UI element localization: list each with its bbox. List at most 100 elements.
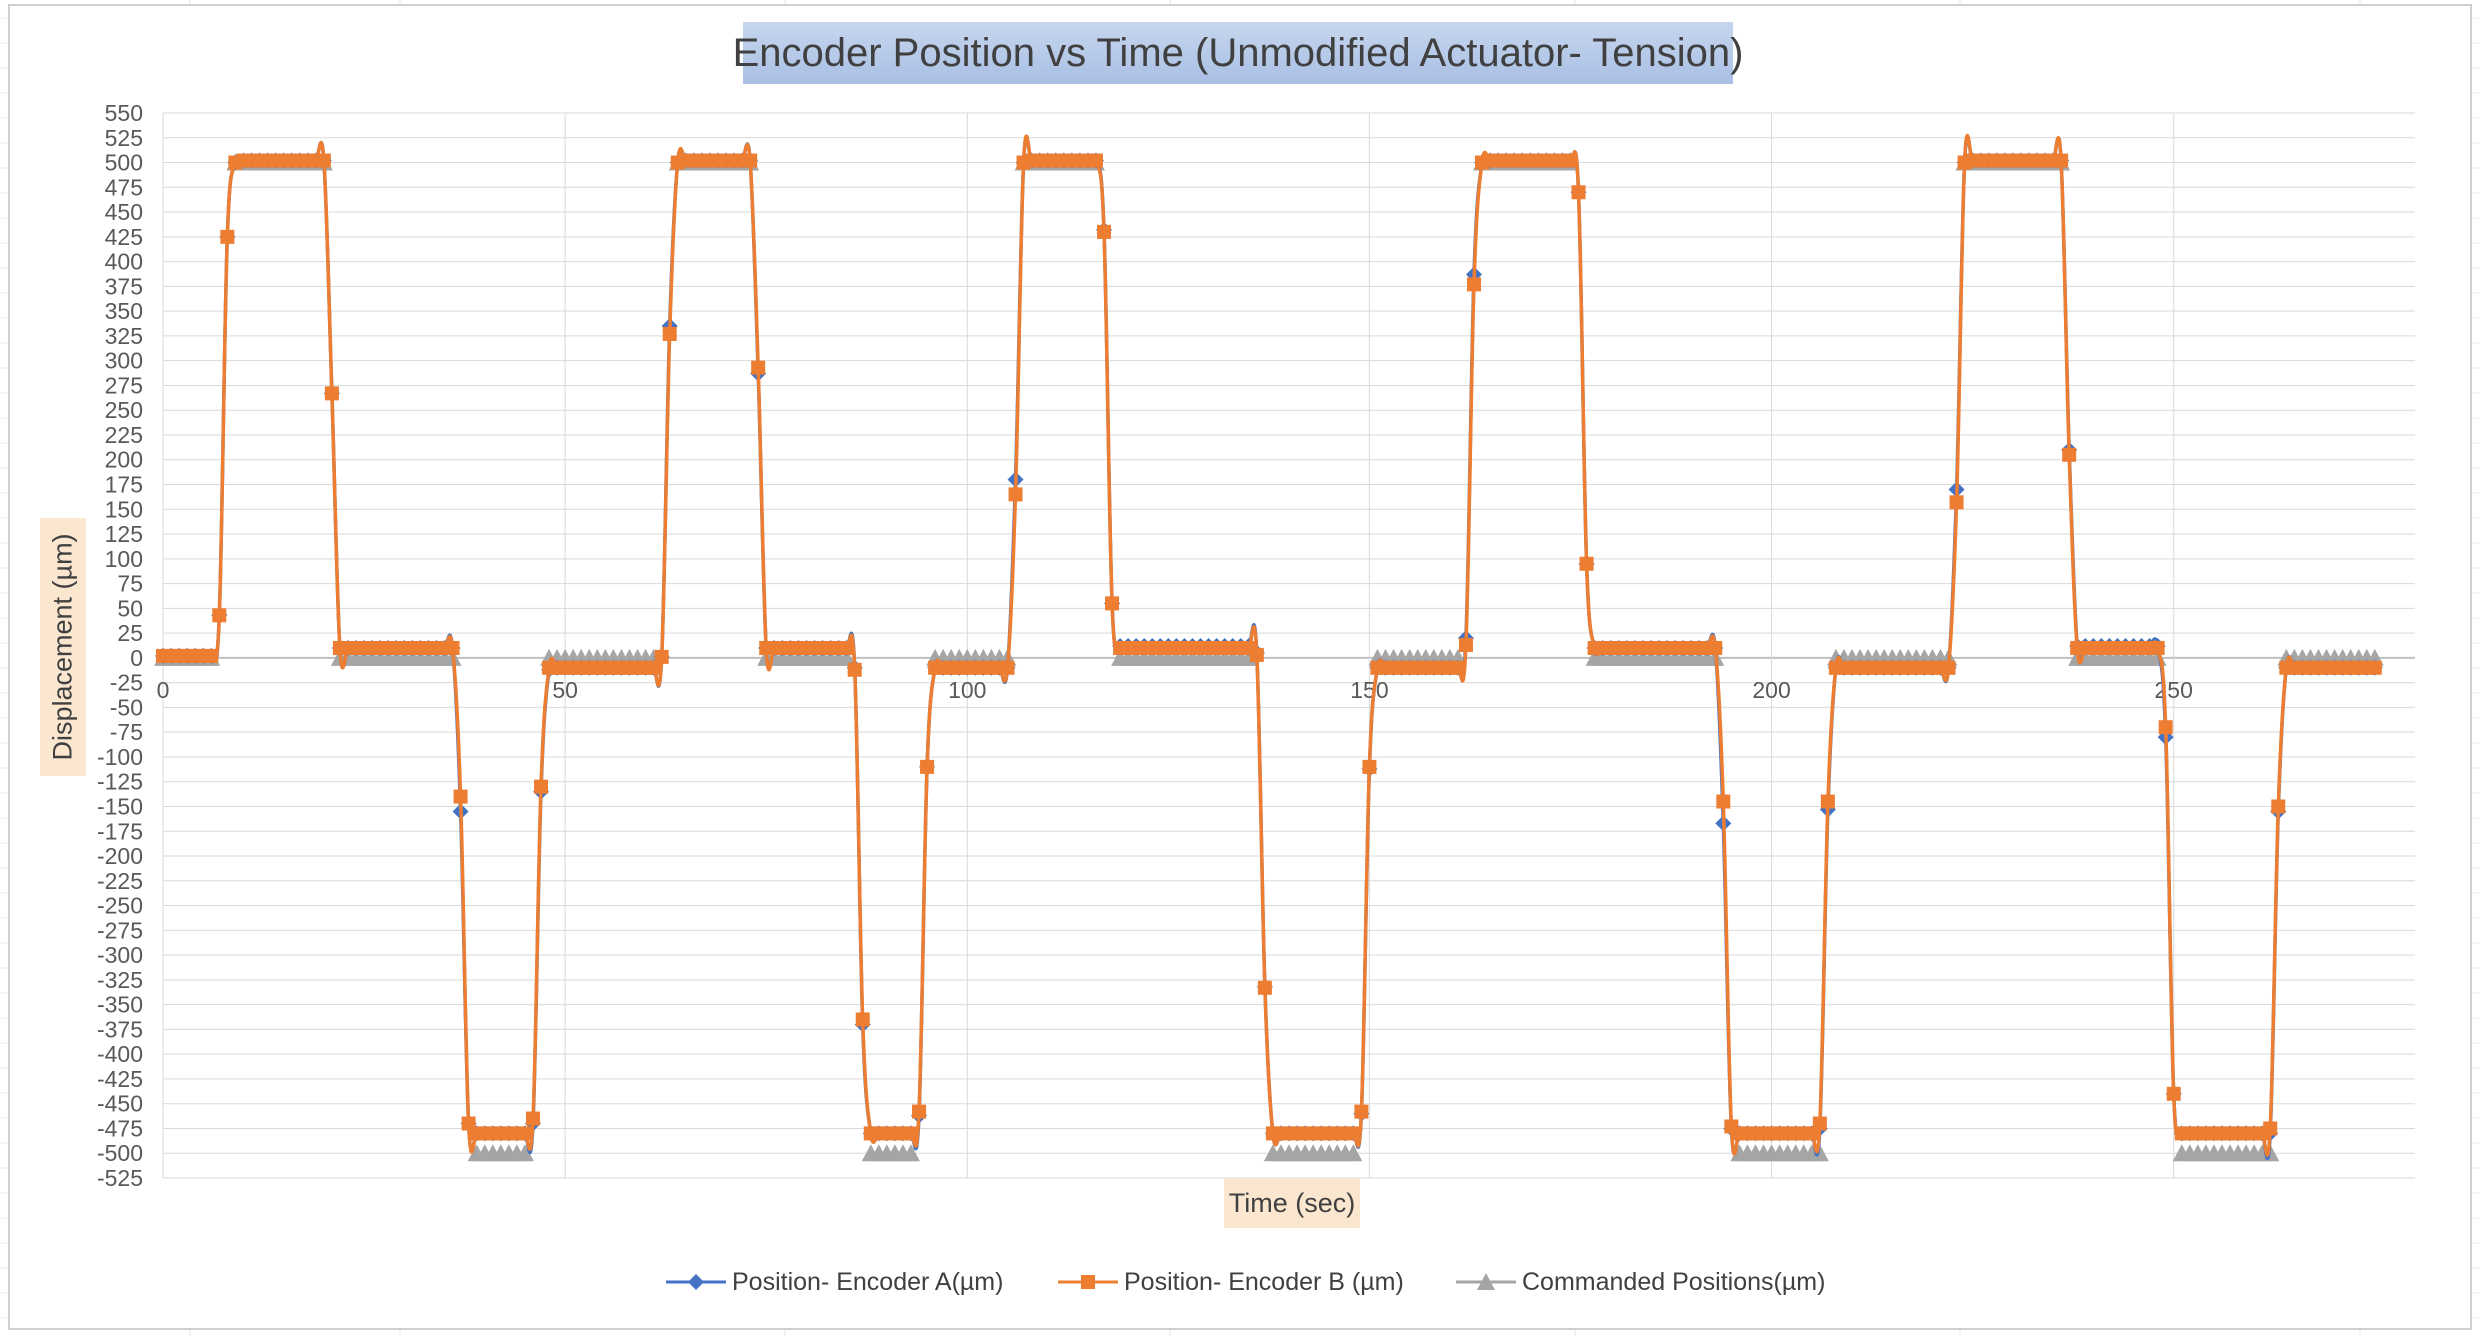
data-point-encoder-b[interactable]: [1257, 980, 1272, 995]
legend-label-encoder-a: Position- Encoder A(µm): [732, 1267, 1004, 1296]
y-tick-label: -325: [97, 967, 143, 993]
data-point-encoder-b[interactable]: [1563, 153, 1578, 168]
data-point-encoder-b[interactable]: [1097, 224, 1112, 239]
data-point-encoder-b[interactable]: [855, 1012, 870, 1027]
legend-item-encoder-a[interactable]: Position- Encoder A(µm): [666, 1262, 1003, 1302]
data-point-encoder-b[interactable]: [1105, 596, 1120, 611]
data-point-commanded[interactable]: [1810, 1144, 1829, 1162]
legend-label-encoder-b: Position- Encoder B (µm): [1124, 1267, 1404, 1296]
data-point-encoder-b[interactable]: [220, 229, 235, 244]
data-point-encoder-b[interactable]: [1716, 794, 1731, 809]
data-point-encoder-b[interactable]: [1466, 277, 1481, 292]
y-tick-label: 100: [105, 546, 143, 572]
data-point-encoder-b[interactable]: [1362, 759, 1377, 774]
data-point-commanded[interactable]: [837, 648, 856, 666]
y-tick-label: -350: [97, 992, 143, 1018]
data-point-encoder-b[interactable]: [1450, 660, 1465, 675]
y-tick-label: -250: [97, 893, 143, 919]
y-tick-label: -75: [110, 719, 143, 745]
data-point-encoder-b[interactable]: [2062, 447, 2077, 462]
y-tick-label: 475: [105, 174, 143, 200]
data-point-encoder-b[interactable]: [847, 662, 862, 677]
data-point-encoder-b[interactable]: [525, 1111, 540, 1126]
legend-item-commanded[interactable]: Commanded Positions(µm): [1456, 1262, 1825, 1302]
data-point-encoder-b[interactable]: [2263, 1121, 2278, 1136]
data-point-encoder-b[interactable]: [316, 153, 331, 168]
data-point-encoder-b[interactable]: [654, 649, 669, 664]
y-tick-label: 275: [105, 372, 143, 398]
legend-item-encoder-b[interactable]: Position- Encoder B (µm): [1058, 1262, 1404, 1302]
chart-area[interactable]: [8, 4, 2472, 1330]
data-point-encoder-b[interactable]: [1346, 1126, 1361, 1141]
data-point-encoder-b[interactable]: [453, 789, 468, 804]
y-tick-label: 300: [105, 348, 143, 374]
x-tick-label: 200: [1752, 677, 1790, 703]
y-tick-label: 125: [105, 521, 143, 547]
y-tick-label: -425: [97, 1066, 143, 1092]
data-point-encoder-b[interactable]: [1458, 638, 1473, 653]
data-point-encoder-b[interactable]: [1249, 647, 1264, 662]
data-point-encoder-b[interactable]: [2150, 640, 2165, 655]
y-tick-label: -175: [97, 818, 143, 844]
x-axis-title[interactable]: Time (sec): [1224, 1178, 1360, 1228]
y-tick-label: 200: [105, 447, 143, 473]
data-point-encoder-b[interactable]: [646, 660, 661, 675]
data-point-encoder-b[interactable]: [1812, 1116, 1827, 1131]
square-marker-icon: [1058, 1275, 1118, 1289]
data-point-encoder-b[interactable]: [1820, 794, 1835, 809]
gridlines: [162, 112, 2415, 1179]
x-tick-label: 50: [552, 677, 578, 703]
data-point-commanded[interactable]: [1344, 1144, 1363, 1162]
y-tick-label: -200: [97, 843, 143, 869]
data-point-encoder-b[interactable]: [1354, 1104, 1369, 1119]
data-point-encoder-b[interactable]: [903, 1126, 918, 1141]
y-tick-label: -225: [97, 868, 143, 894]
data-point-encoder-b[interactable]: [204, 648, 219, 663]
data-point-encoder-b[interactable]: [2166, 1086, 2181, 1101]
data-point-encoder-b[interactable]: [920, 759, 935, 774]
y-tick-label: -450: [97, 1091, 143, 1117]
series-line-encoder-b: [163, 133, 2375, 1157]
data-point-encoder-b[interactable]: [517, 1126, 532, 1141]
y-tick-label: 350: [105, 298, 143, 324]
data-point-encoder-b[interactable]: [912, 1104, 927, 1119]
y-tick-label: -375: [97, 1016, 143, 1042]
diamond-marker-icon: [666, 1274, 726, 1290]
y-tick-label: -500: [97, 1140, 143, 1166]
data-point-encoder-b[interactable]: [1579, 556, 1594, 571]
data-point-encoder-b[interactable]: [445, 640, 460, 655]
x-tick-label: 0: [157, 677, 170, 703]
data-point-encoder-b[interactable]: [212, 608, 227, 623]
data-point-encoder-b[interactable]: [1000, 660, 1015, 675]
tick-labels: 5505255004754504254003753503253002752502…: [97, 100, 2193, 1191]
data-point-encoder-b[interactable]: [1008, 487, 1023, 502]
data-point-encoder-b[interactable]: [534, 779, 549, 794]
x-tick-label: 100: [948, 677, 986, 703]
y-tick-label: 225: [105, 422, 143, 448]
y-tick-label: -300: [97, 942, 143, 968]
triangle-marker-icon: [1456, 1273, 1516, 1290]
data-point-encoder-b[interactable]: [2054, 153, 2069, 168]
y-tick-label: 375: [105, 273, 143, 299]
data-point-commanded[interactable]: [515, 1144, 534, 1162]
data-point-encoder-b[interactable]: [839, 640, 854, 655]
data-point-encoder-b[interactable]: [662, 326, 677, 341]
data-point-encoder-b[interactable]: [1949, 495, 1964, 510]
data-point-encoder-b[interactable]: [2367, 660, 2382, 675]
data-point-encoder-b[interactable]: [2271, 799, 2286, 814]
y-tick-label: 25: [117, 620, 143, 646]
data-point-encoder-b[interactable]: [324, 386, 339, 401]
data-point-encoder-b[interactable]: [751, 360, 766, 375]
data-point-encoder-b[interactable]: [1571, 185, 1586, 200]
chart-title[interactable]: Encoder Position vs Time (Unmodified Act…: [733, 22, 1743, 84]
series-line-encoder-a: [163, 134, 2375, 1161]
data-point-commanded[interactable]: [901, 1144, 920, 1162]
series-encoder-a: [155, 134, 2383, 1161]
y-tick-label: 250: [105, 397, 143, 423]
y-axis-title[interactable]: Displacement (µm): [47, 533, 78, 761]
data-point-encoder-b[interactable]: [1941, 660, 1956, 675]
data-point-encoder-b[interactable]: [743, 153, 758, 168]
data-point-encoder-b[interactable]: [2158, 720, 2173, 735]
data-point-encoder-b[interactable]: [1088, 153, 1103, 168]
data-point-encoder-b[interactable]: [1708, 640, 1723, 655]
